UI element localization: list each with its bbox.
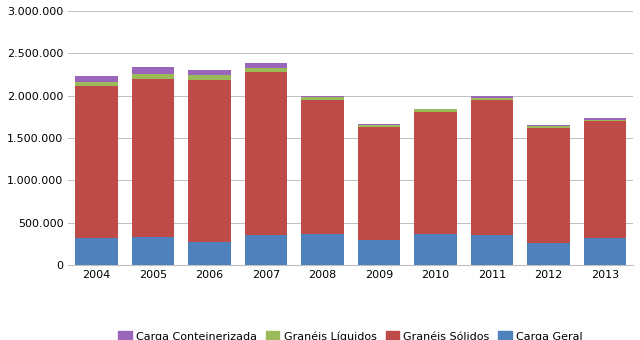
Bar [414, 112, 456, 234]
Bar [188, 75, 230, 80]
Bar [76, 82, 118, 86]
Bar [470, 100, 513, 235]
Bar [358, 125, 400, 126]
Bar [188, 80, 230, 242]
Bar [470, 98, 513, 100]
Bar [132, 79, 174, 237]
Bar [244, 68, 287, 72]
Bar [301, 234, 344, 265]
Bar [244, 235, 287, 265]
Bar [584, 121, 626, 238]
Legend: Carga Conteinerizada, Granéis Líquidos, Granéis Sólidos, Carga Geral: Carga Conteinerizada, Granéis Líquidos, … [114, 327, 588, 340]
Bar [358, 240, 400, 265]
Bar [301, 97, 344, 100]
Bar [527, 243, 570, 265]
Bar [132, 237, 174, 265]
Bar [76, 76, 118, 82]
Bar [414, 234, 456, 265]
Bar [244, 72, 287, 235]
Bar [527, 126, 570, 128]
Bar [527, 124, 570, 126]
Bar [188, 70, 230, 75]
Bar [76, 86, 118, 238]
Bar [132, 74, 174, 79]
Bar [584, 238, 626, 265]
Bar [132, 67, 174, 74]
Bar [414, 109, 456, 112]
Bar [358, 126, 400, 240]
Bar [470, 235, 513, 265]
Bar [301, 100, 344, 234]
Bar [584, 118, 626, 120]
Bar [76, 238, 118, 265]
Bar [244, 63, 287, 68]
Bar [301, 96, 344, 97]
Bar [527, 128, 570, 243]
Bar [584, 120, 626, 121]
Bar [188, 242, 230, 265]
Bar [470, 96, 513, 98]
